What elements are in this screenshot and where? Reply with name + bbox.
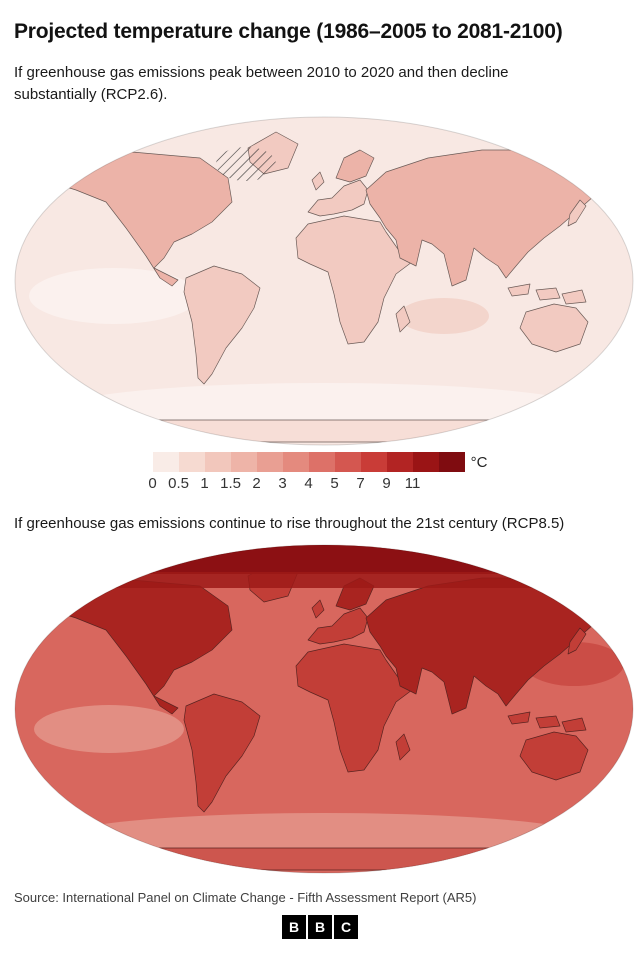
- legend-segment: [256, 451, 283, 472]
- hatched-region: [216, 146, 276, 181]
- color-scale-legend: 0 0.5 1 1.5 2 3 4 5 7 9 11 °C: [148, 451, 488, 495]
- legend-tick-label: 3: [278, 474, 287, 492]
- pacific-ocean-patch: [29, 267, 199, 324]
- globe-outline: [14, 116, 634, 445]
- arctic-warming-band-edge: [15, 572, 633, 589]
- legend-segment: [178, 451, 205, 472]
- legend-segment: [204, 451, 231, 472]
- legend-segment: [230, 451, 257, 472]
- legend-tick-label: 1.5: [220, 474, 242, 492]
- caption-rcp85: If greenhouse gas emissions continue to …: [14, 514, 565, 532]
- globe-outline: [14, 544, 634, 874]
- legend-tick-label: 2: [252, 474, 261, 492]
- bbc-logo: B B C: [14, 915, 626, 940]
- legend-ticks: 0 0.5 1 1.5 2 3 4 5 7 9 11: [148, 474, 465, 495]
- legend-segment: [438, 451, 465, 472]
- legend-tick-label: 4: [304, 474, 313, 492]
- bbc-logo-block: B: [308, 915, 332, 940]
- legend-tick-label: 7: [356, 474, 365, 492]
- legend-tick-label: 5: [330, 474, 339, 492]
- infographic: Projected temperature change (1986–2005 …: [14, 20, 634, 940]
- bbc-logo-block: B: [282, 915, 306, 940]
- arctic-warming-band: [15, 545, 633, 575]
- pacific-ocean-patch: [34, 705, 184, 754]
- page-title: Projected temperature change (1986–2005 …: [14, 20, 563, 43]
- world-map-rcp85: [14, 544, 634, 874]
- legend-tick-label: 1: [200, 474, 209, 492]
- legend-tick-label: 0: [148, 474, 157, 492]
- legend-segment: [386, 451, 413, 472]
- legend-tick-label: 9: [382, 474, 391, 492]
- world-map-rcp26: [14, 116, 634, 445]
- legend-segment: [334, 451, 361, 472]
- legend-bar: [152, 451, 465, 472]
- legend-segment: [412, 451, 439, 472]
- source-attribution: Source: International Panel on Climate C…: [14, 890, 477, 906]
- caption-rcp26: If greenhouse gas emissions peak between…: [14, 64, 509, 103]
- legend-segment: [152, 451, 179, 472]
- legend-segment: [308, 451, 335, 472]
- legend-tick-label: 0.5: [168, 474, 190, 492]
- legend-unit-label: °C: [470, 453, 488, 471]
- indian-ocean-patch: [399, 297, 489, 334]
- legend-segment: [360, 451, 387, 472]
- legend-segment: [282, 451, 309, 472]
- legend-tick-label: 11: [404, 474, 421, 492]
- bbc-logo-block: C: [334, 915, 358, 940]
